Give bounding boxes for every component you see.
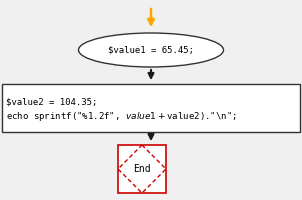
Text: $value2 = 104.35;: $value2 = 104.35; [6,97,97,106]
FancyBboxPatch shape [2,84,300,132]
Text: End: End [133,164,151,174]
Text: echo sprintf("%1.2f", $value1+$value2)."\n";: echo sprintf("%1.2f", $value1+$value2)."… [6,110,237,123]
Ellipse shape [79,33,223,67]
FancyBboxPatch shape [118,145,166,193]
Text: $value1 = 65.45;: $value1 = 65.45; [108,46,194,54]
